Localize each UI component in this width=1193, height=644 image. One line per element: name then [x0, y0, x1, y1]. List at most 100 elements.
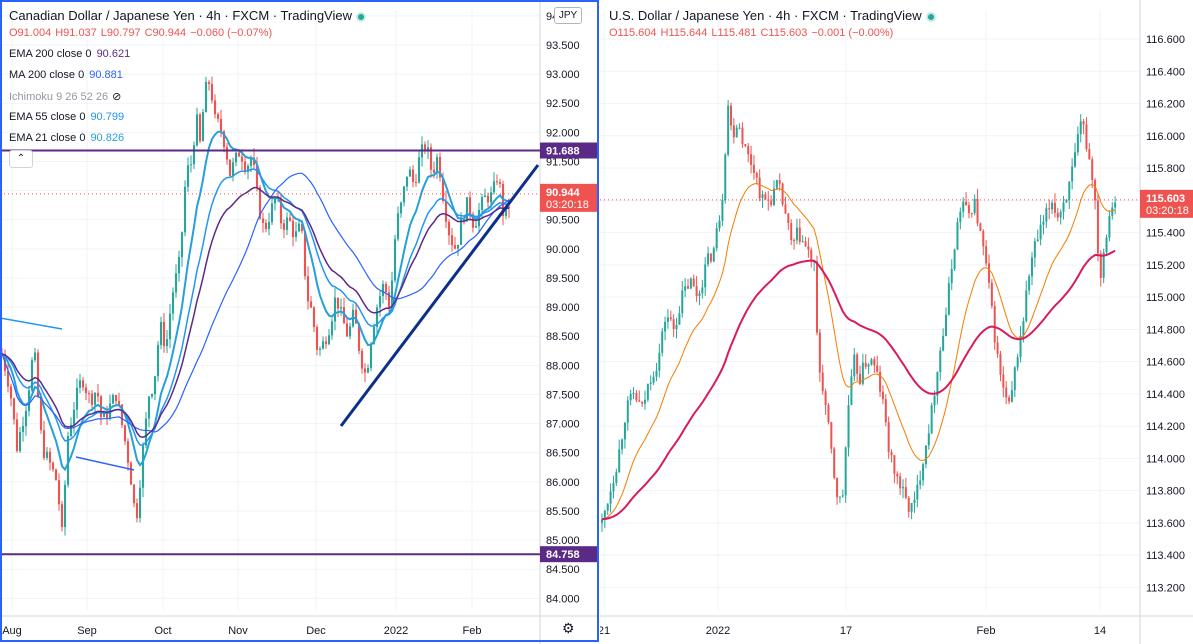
candle-body: [189, 164, 193, 166]
candle-body: [910, 502, 913, 512]
candle-body: [264, 222, 268, 230]
candle-body: [117, 401, 121, 405]
cadjpy-chart-panel[interactable]: 94.00093.50093.00092.50092.00091.50091.0…: [0, 0, 599, 644]
candle-body: [666, 317, 669, 322]
candle-body: [987, 263, 991, 283]
candle-body: [138, 487, 142, 519]
y-tick-label: 115.000: [1146, 292, 1185, 304]
candle-body: [793, 240, 796, 242]
candle-body: [709, 253, 712, 262]
candle-body: [836, 477, 839, 498]
candle-body: [732, 125, 735, 138]
candle-body: [810, 249, 813, 262]
candle-body: [1036, 239, 1039, 242]
candle-body: [129, 462, 133, 485]
y-tick-label: 116.200: [1146, 99, 1185, 111]
cadjpy-chart-title: Canadian Dollar / Japanese Yen · 4h · FX…: [9, 8, 367, 23]
usdjpy-chart-panel[interactable]: 116.600 116.400 116.200 116.000 115.800 115.6…: [600, 0, 1193, 644]
cadjpy-chart-svg[interactable]: 94.00093.50093.00092.50092.00091.50091.0…: [0, 0, 599, 644]
candle-body: [919, 480, 922, 485]
candle-body: [120, 404, 124, 426]
candle-body: [333, 297, 337, 322]
candle-body: [216, 114, 220, 119]
candle-body: [1105, 237, 1108, 253]
collapse-legend-button[interactable]: ⌃: [9, 150, 33, 168]
y-tick-label: 86.000: [546, 477, 580, 489]
candle-body: [727, 105, 730, 155]
y-tick-label: 115.800: [1146, 163, 1185, 175]
candle-body: [638, 400, 641, 402]
candle-body: [405, 176, 409, 187]
candle-body: [345, 323, 349, 337]
candle-body: [827, 405, 830, 423]
candle-body: [1094, 180, 1097, 201]
candle-body: [498, 182, 502, 184]
indicator-legend-ema21[interactable]: EMA 21 close 0 90.826: [9, 132, 125, 144]
candle-body: [778, 180, 781, 184]
indicator-legend-ema200[interactable]: EMA 200 close 0 90.621: [9, 48, 131, 60]
candle-body: [474, 226, 478, 228]
candle-body: [459, 218, 463, 245]
candle-body: [787, 213, 790, 224]
candle-body: [655, 370, 658, 377]
candle-body: [222, 131, 226, 148]
candle-body: [858, 373, 862, 384]
indicator-legend-ma200[interactable]: MA 200 close 0 90.881: [9, 69, 123, 81]
y-tick-label: 116.600: [1146, 34, 1185, 46]
candle-body: [675, 324, 678, 329]
candle-body: [309, 301, 313, 308]
candle-body: [381, 283, 385, 297]
candle-body: [976, 198, 979, 224]
candle-body: [1016, 357, 1019, 368]
candle-body: [57, 480, 61, 505]
candle-body: [1005, 387, 1008, 398]
candle-body: [965, 201, 968, 206]
candle-body: [907, 497, 910, 512]
candle-body: [408, 169, 412, 177]
candle-body: [933, 395, 936, 406]
candle-body: [267, 222, 271, 230]
candle-body: [1079, 121, 1082, 135]
candle-body: [318, 348, 322, 350]
last-price-label: 90.944: [546, 187, 581, 199]
ema200-line: [1, 186, 509, 438]
y-tick-label: 84.500: [546, 564, 580, 576]
candle-body: [1096, 200, 1099, 254]
cadjpy-low-value: L90.797: [100, 27, 141, 39]
eye-hidden-icon[interactable]: ⊘: [112, 91, 122, 103]
candle-body: [465, 197, 469, 222]
candle-body: [664, 321, 667, 332]
indicator-legend-ichimoku[interactable]: Ichimoku 9 26 52 26 ⊘: [9, 91, 122, 103]
candle-body: [761, 194, 764, 199]
candle-body: [456, 244, 460, 249]
x-tick-label: Dec: [306, 625, 326, 637]
x-tick-label: Feb: [977, 625, 996, 637]
candle-body: [72, 409, 76, 425]
currency-selector-button[interactable]: JPY: [554, 7, 582, 24]
candle-body: [982, 230, 985, 247]
candle-body: [861, 362, 864, 384]
candle-body: [1065, 199, 1068, 203]
indicator-legend-ema55[interactable]: EMA 55 close 0 90.799: [9, 111, 125, 123]
candle-body: [922, 464, 925, 481]
candle-body: [899, 476, 902, 489]
gear-icon[interactable]: ⚙: [562, 620, 575, 636]
candle-body: [438, 157, 442, 178]
usdjpy-chart-svg[interactable]: 116.600 116.400 116.200 116.000 115.800 115.6…: [600, 0, 1193, 644]
candle-body: [795, 227, 798, 241]
candle-body: [804, 241, 807, 247]
candle-body: [752, 164, 755, 174]
candle-body: [864, 362, 867, 367]
candle-body: [990, 282, 993, 306]
candle-body: [315, 327, 319, 350]
candle-body: [996, 342, 999, 354]
candle-body: [6, 370, 10, 387]
ma200-line: [1, 172, 510, 433]
candle-body: [300, 223, 304, 232]
y-tick-label: 93.000: [546, 69, 580, 81]
candle-body: [953, 249, 956, 269]
candle-body: [444, 200, 448, 222]
candle-body: [450, 235, 454, 246]
candle-body: [870, 359, 873, 365]
candle-body: [429, 147, 433, 170]
